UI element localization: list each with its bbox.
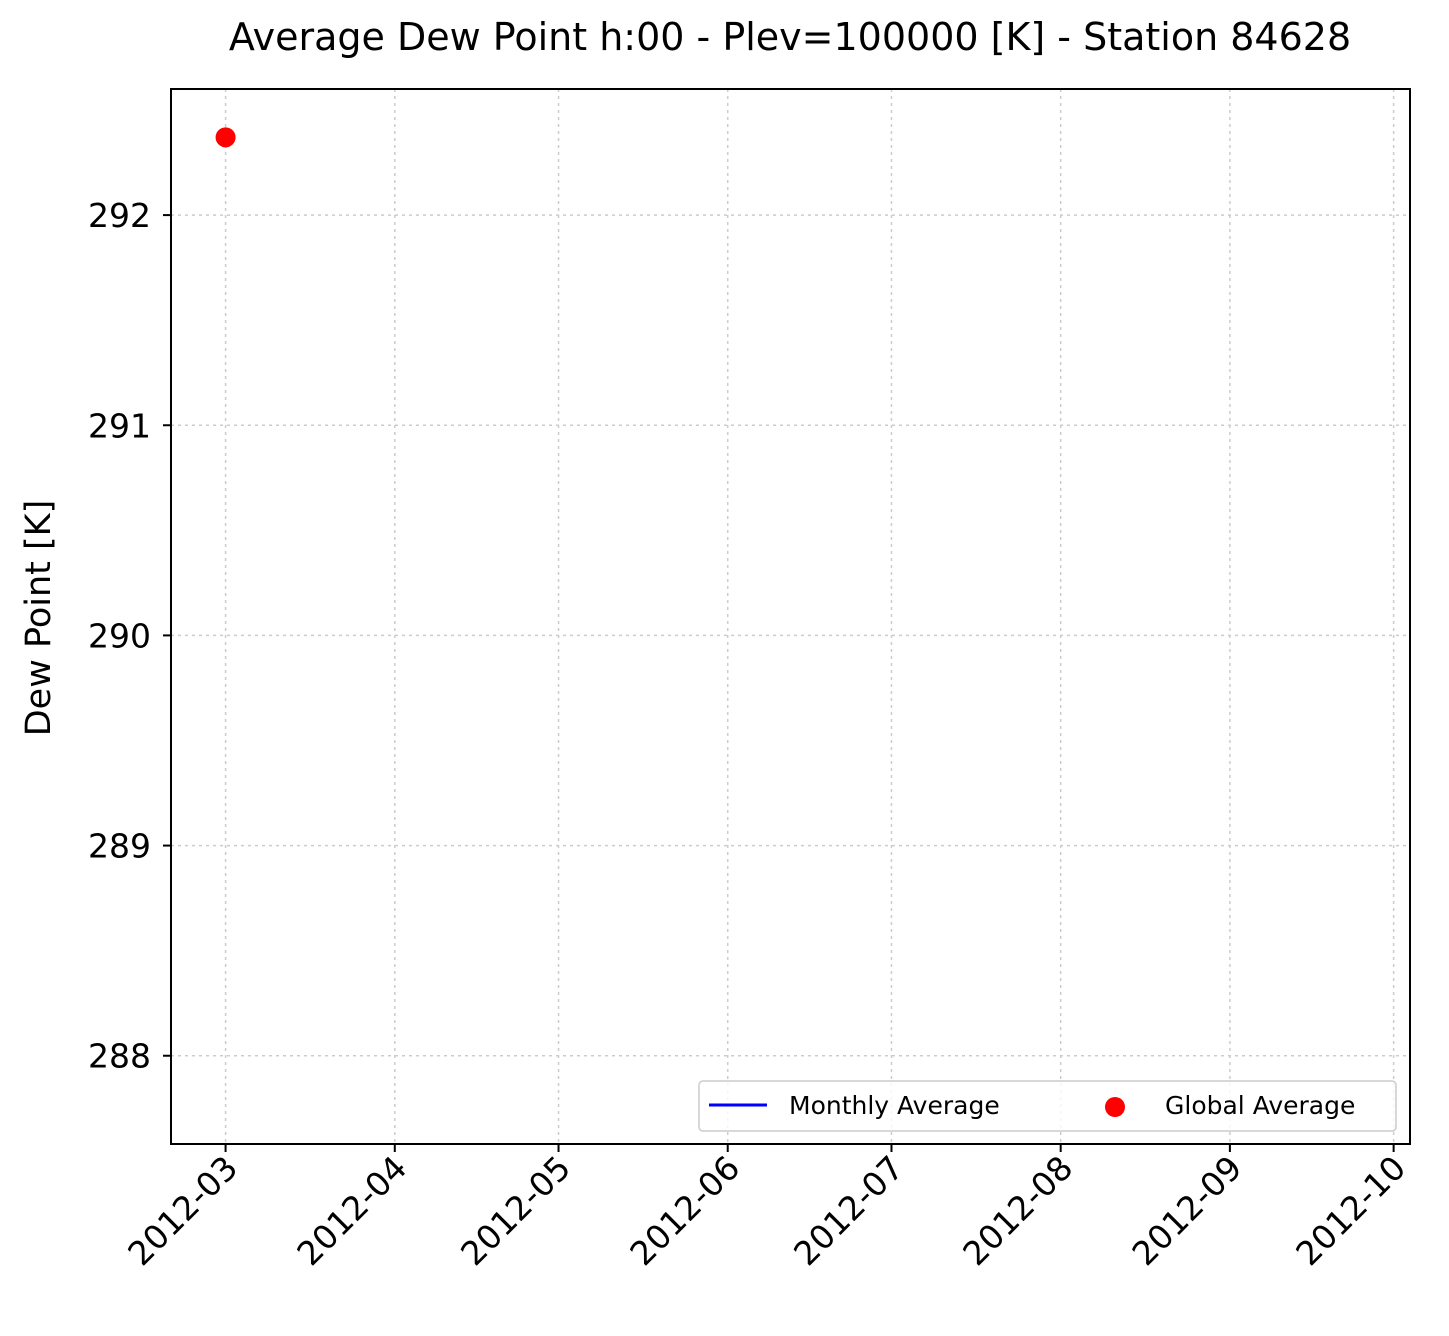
plot-frame [170, 88, 1411, 1145]
x-tick-label: 2012-05 [453, 1148, 578, 1273]
x-tick-label: 2012-03 [120, 1148, 245, 1273]
y-tick-label: 289 [88, 827, 151, 866]
x-tick-label: 2012-07 [786, 1148, 911, 1273]
y-tick-label: 290 [88, 616, 151, 655]
y-axis-label: Dew Point [K] [19, 500, 59, 737]
chart-title: Average Dew Point h:00 - Plev=100000 [K]… [229, 15, 1351, 59]
grid [171, 89, 1410, 1144]
x-tick-label: 2012-10 [1288, 1148, 1413, 1273]
x-tick-label: 2012-09 [1124, 1148, 1249, 1273]
legend-monthly-average-label: Monthly Average [789, 1091, 1000, 1120]
x-tick-label: 2012-04 [289, 1148, 414, 1273]
y-tick-label: 291 [88, 406, 151, 445]
legend-global-average-label: Global Average [1165, 1091, 1355, 1120]
x-tick-label: 2012-06 [622, 1148, 747, 1273]
y-tick-label: 292 [88, 196, 151, 235]
legend-global-average-swatch [1105, 1097, 1125, 1117]
legend: Monthly Average Global Average [698, 1080, 1397, 1132]
data-marks [215, 127, 236, 148]
x-tick-label: 2012-08 [955, 1148, 1080, 1273]
global-average-point [215, 127, 236, 148]
y-tick-label: 288 [88, 1037, 151, 1076]
legend-box [698, 1080, 1397, 1132]
